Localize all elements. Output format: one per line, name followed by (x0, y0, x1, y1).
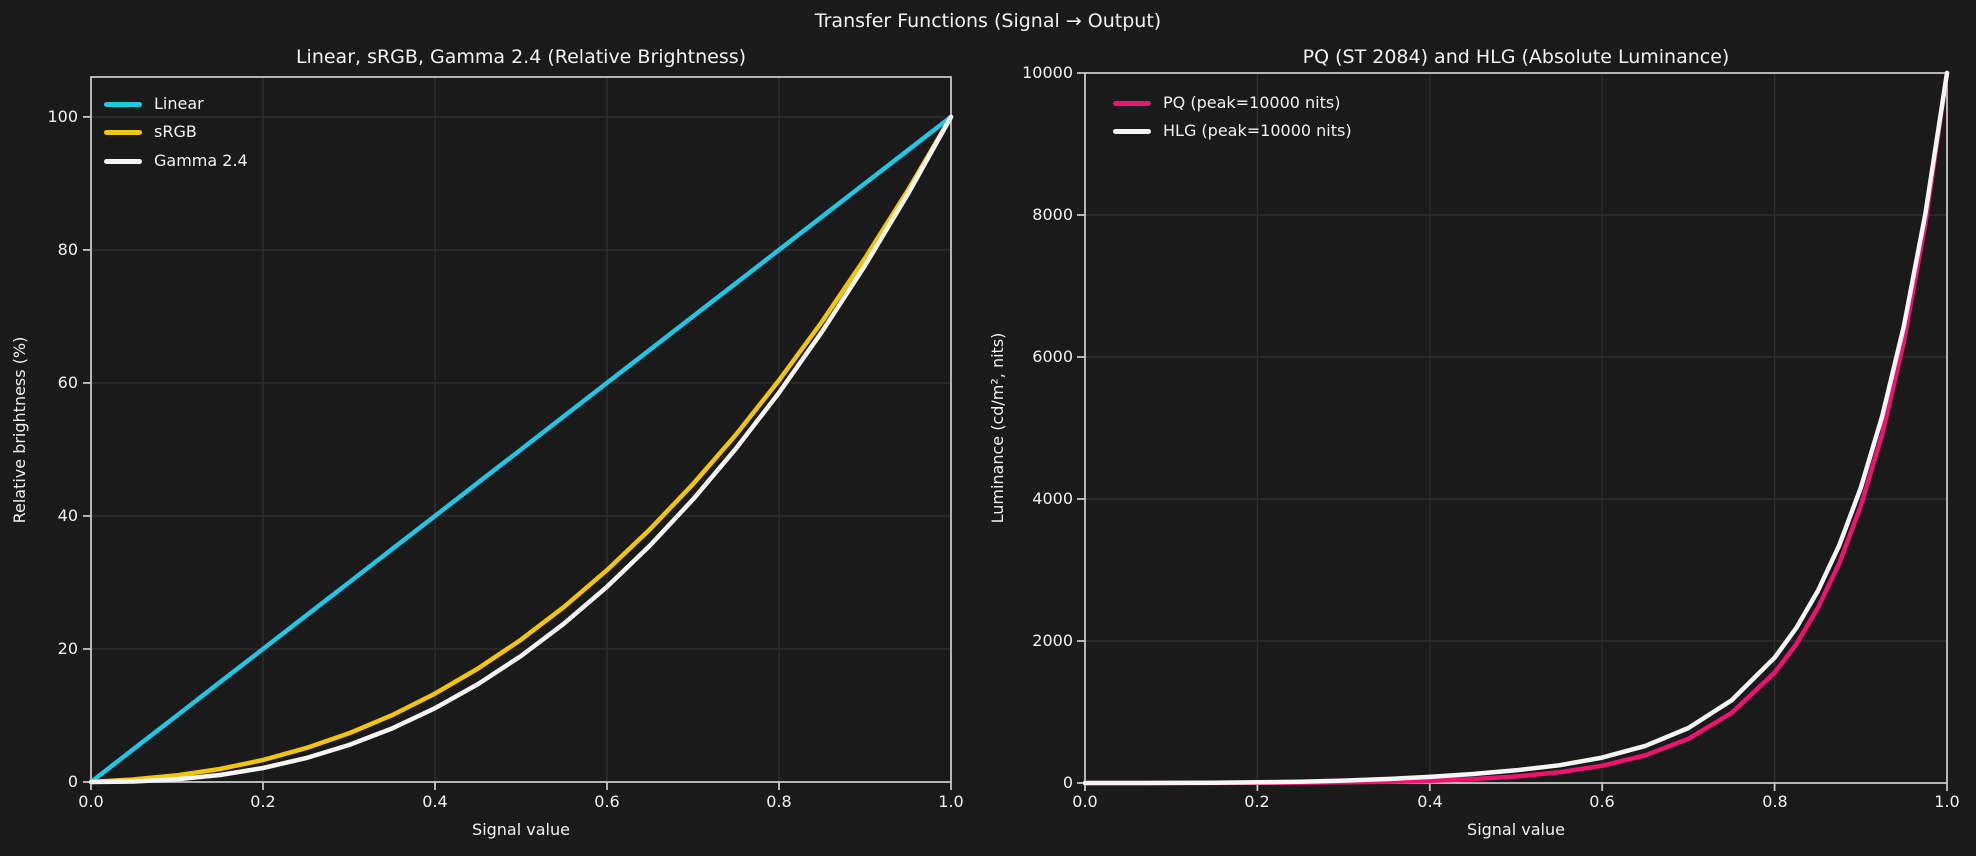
x-tick-label: 1.0 (938, 792, 964, 811)
y-tick-label: 0 (1062, 773, 1073, 792)
left-plot-title: Linear, sRGB, Gamma 2.4 (Relative Bright… (295, 46, 747, 68)
y-tick-label: 40 (57, 506, 78, 525)
legend-item-hlg: HLG (peak=10000 nits) (1113, 120, 1352, 142)
linear-line-swatch (104, 101, 142, 107)
y-tick-label: 10000 (1022, 63, 1073, 82)
left-x-axis-label: Signal value (472, 820, 570, 839)
y-tick-label: 0 (67, 772, 78, 791)
y-tick-label: 4000 (1032, 489, 1073, 508)
x-tick-label: 0.4 (422, 792, 448, 811)
y-tick-label: 100 (47, 107, 78, 126)
pq-line-swatch (1113, 100, 1151, 106)
right-y-axis-label: Luminance (cd/m², nits) (988, 332, 1007, 524)
legend-label: sRGB (154, 122, 197, 141)
right-x-axis-label: Signal value (1467, 820, 1565, 839)
x-tick-label: 0.6 (1589, 792, 1615, 811)
y-tick-label: 2000 (1032, 631, 1073, 650)
y-tick-label: 6000 (1032, 347, 1073, 366)
legend-label: Gamma 2.4 (154, 151, 248, 170)
srgb-line-swatch (104, 129, 142, 135)
left-y-axis-label: Relative brightness (%) (10, 336, 29, 524)
y-tick-label: 80 (57, 240, 78, 259)
legend-label: HLG (peak=10000 nits) (1163, 121, 1352, 140)
legend-item-srgb: sRGB (104, 121, 197, 143)
y-tick-label: 60 (57, 373, 78, 392)
x-tick-label: 0.2 (250, 792, 276, 811)
x-tick-label: 0.6 (594, 792, 620, 811)
y-tick-label: 8000 (1032, 205, 1073, 224)
x-tick-label: 0.8 (1762, 792, 1788, 811)
x-tick-label: 0.4 (1417, 792, 1443, 811)
x-tick-label: 0.8 (766, 792, 792, 811)
x-tick-label: 0.2 (1244, 792, 1270, 811)
legend-item-gamma24: Gamma 2.4 (104, 150, 248, 172)
legend-label: PQ (peak=10000 nits) (1163, 93, 1341, 112)
hlg-line-swatch (1113, 128, 1151, 134)
legend-item-linear: Linear (104, 93, 204, 115)
figure-title: Transfer Functions (Signal → Output) (814, 10, 1162, 32)
gamma24-line-swatch (104, 158, 142, 164)
legend-item-pq: PQ (peak=10000 nits) (1113, 92, 1340, 114)
right-plot-title: PQ (ST 2084) and HLG (Absolute Luminance… (1302, 46, 1730, 68)
x-tick-label: 0.0 (1072, 792, 1098, 811)
x-tick-label: 0.0 (78, 792, 104, 811)
legend-label: Linear (154, 94, 204, 113)
y-tick-label: 20 (57, 639, 78, 658)
x-tick-label: 1.0 (1934, 792, 1960, 811)
